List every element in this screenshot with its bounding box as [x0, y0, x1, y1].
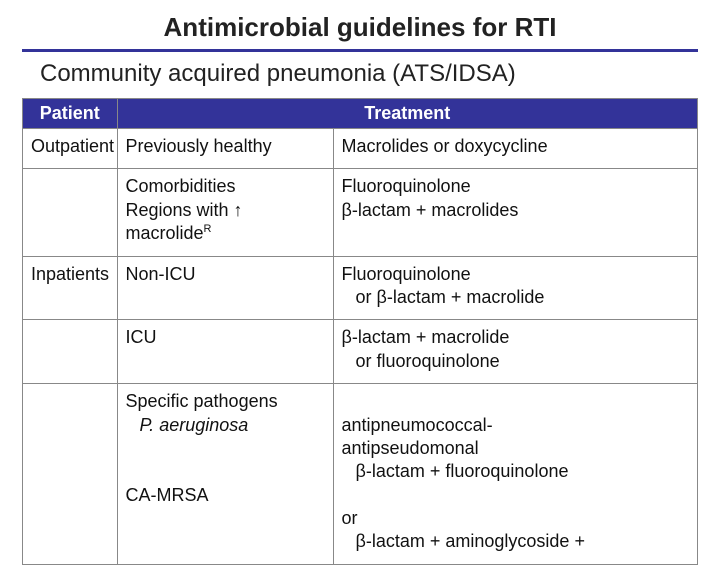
cond-line: Specific pathogens — [126, 391, 278, 411]
table-row: Comorbidities Regions with ↑ macrolideR … — [23, 169, 698, 256]
treat-line: β-lactam + fluoroquinolone — [342, 460, 690, 483]
treat-line: β-lactam + macrolide — [342, 327, 510, 347]
cell-patient-empty — [23, 384, 118, 565]
cell-condition: ICU — [117, 320, 333, 384]
cond-line: macrolide — [126, 223, 204, 243]
cell-condition: Specific pathogens P. aeruginosa CA-MRSA — [117, 384, 333, 565]
treat-line: Fluoroquinolone — [342, 264, 471, 284]
cond-line: CA-MRSA — [126, 485, 209, 505]
treat-line: or — [342, 508, 358, 528]
treat-line: Fluoroquinolone — [342, 176, 471, 196]
table-header-row: Patient Treatment — [23, 99, 698, 129]
cond-line: Regions with ↑ — [126, 200, 243, 220]
cell-condition: Non-ICU — [117, 256, 333, 320]
slide: Antimicrobial guidelines for RTI Communi… — [0, 0, 720, 540]
cell-treatment: Fluoroquinolone or β-lactam + macrolide — [333, 256, 698, 320]
treat-line: or β-lactam + macrolide — [342, 286, 690, 309]
table-row: Specific pathogens P. aeruginosa CA-MRSA… — [23, 384, 698, 565]
cell-treatment: β-lactam + macrolide or fluoroquinolone — [333, 320, 698, 384]
table-row: Outpatient Previously healthy Macrolides… — [23, 129, 698, 169]
cell-treatment: antipneumococcal- antipseudomonal β-lact… — [333, 384, 698, 565]
cond-line-italic: P. aeruginosa — [126, 414, 325, 437]
cell-patient: Outpatient — [23, 129, 118, 169]
treat-line: β-lactam + macrolides — [342, 200, 519, 220]
treat-line: β-lactam + aminoglycoside + — [342, 530, 690, 553]
cell-patient: Inpatients — [23, 256, 118, 320]
slide-title: Antimicrobial guidelines for RTI — [22, 12, 698, 49]
guidelines-table: Patient Treatment Outpatient Previously … — [22, 98, 698, 565]
cond-superscript: R — [204, 223, 212, 235]
treat-line: antipseudomonal — [342, 438, 479, 458]
cell-treatment: Fluoroquinolone β-lactam + macrolides — [333, 169, 698, 256]
header-treatment: Treatment — [117, 99, 698, 129]
treat-line: antipneumococcal- — [342, 415, 493, 435]
treat-line: or fluoroquinolone — [342, 350, 690, 373]
cond-line: Comorbidities — [126, 176, 236, 196]
cell-patient-empty — [23, 169, 118, 256]
header-patient: Patient — [23, 99, 118, 129]
title-rule — [22, 49, 698, 52]
cell-condition: Previously healthy — [117, 129, 333, 169]
cell-treatment: Macrolides or doxycycline — [333, 129, 698, 169]
table-row: ICU β-lactam + macrolide or fluoroquinol… — [23, 320, 698, 384]
cell-condition: Comorbidities Regions with ↑ macrolideR — [117, 169, 333, 256]
cell-patient-empty — [23, 320, 118, 384]
slide-subtitle: Community acquired pneumonia (ATS/IDSA) — [22, 58, 698, 98]
table-row: Inpatients Non-ICU Fluoroquinolone or β-… — [23, 256, 698, 320]
